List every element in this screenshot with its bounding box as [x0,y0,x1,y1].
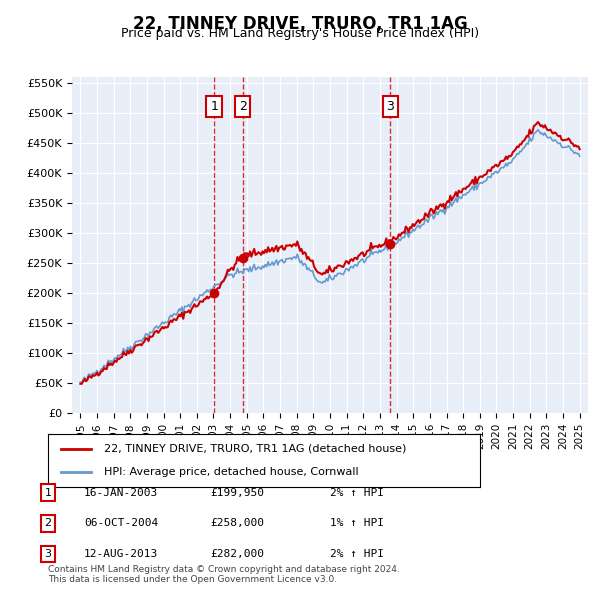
Text: 22, TINNEY DRIVE, TRURO, TR1 1AG (detached house): 22, TINNEY DRIVE, TRURO, TR1 1AG (detach… [104,444,407,454]
Text: £282,000: £282,000 [210,549,264,559]
Text: 12-AUG-2013: 12-AUG-2013 [84,549,158,559]
Text: Price paid vs. HM Land Registry's House Price Index (HPI): Price paid vs. HM Land Registry's House … [121,27,479,40]
Text: 2: 2 [44,519,52,528]
Text: 1% ↑ HPI: 1% ↑ HPI [330,519,384,528]
Text: £199,950: £199,950 [210,488,264,497]
Text: 2% ↑ HPI: 2% ↑ HPI [330,488,384,497]
Text: 1: 1 [210,100,218,113]
Text: 06-OCT-2004: 06-OCT-2004 [84,519,158,528]
Text: Contains HM Land Registry data © Crown copyright and database right 2024.
This d: Contains HM Land Registry data © Crown c… [48,565,400,584]
Text: HPI: Average price, detached house, Cornwall: HPI: Average price, detached house, Corn… [104,467,359,477]
Text: 1: 1 [44,488,52,497]
Text: 22, TINNEY DRIVE, TRURO, TR1 1AG: 22, TINNEY DRIVE, TRURO, TR1 1AG [133,15,467,33]
Text: 3: 3 [44,549,52,559]
Text: 2: 2 [239,100,247,113]
Text: 16-JAN-2003: 16-JAN-2003 [84,488,158,497]
Text: 2% ↑ HPI: 2% ↑ HPI [330,549,384,559]
Text: 3: 3 [386,100,394,113]
Text: £258,000: £258,000 [210,519,264,528]
